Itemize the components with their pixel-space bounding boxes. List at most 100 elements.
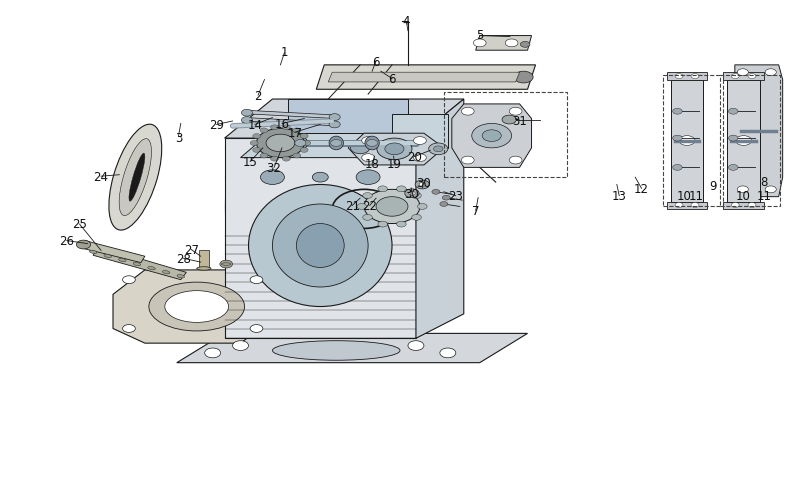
Text: 6: 6 (372, 56, 380, 69)
Circle shape (731, 74, 739, 79)
Circle shape (260, 153, 268, 158)
Circle shape (679, 136, 695, 145)
Text: 16: 16 (274, 118, 290, 131)
Circle shape (242, 109, 253, 116)
Ellipse shape (149, 282, 245, 331)
Circle shape (432, 190, 440, 194)
Circle shape (514, 71, 533, 83)
Text: 8: 8 (761, 175, 768, 189)
Text: 32: 32 (266, 162, 282, 175)
Polygon shape (93, 246, 186, 280)
Text: RPART: RPART (288, 214, 368, 234)
Bar (444, 92, 567, 177)
Text: 19: 19 (387, 159, 402, 171)
Polygon shape (316, 65, 535, 89)
Circle shape (675, 202, 683, 207)
Text: 21: 21 (345, 200, 360, 213)
Text: 30: 30 (417, 176, 431, 190)
Circle shape (462, 108, 474, 115)
Ellipse shape (165, 291, 229, 323)
Circle shape (364, 190, 420, 223)
Circle shape (366, 139, 378, 146)
Circle shape (405, 189, 419, 198)
Polygon shape (177, 333, 527, 363)
Text: 17: 17 (287, 127, 302, 140)
Polygon shape (225, 99, 464, 138)
Circle shape (408, 341, 424, 351)
Polygon shape (113, 270, 273, 343)
Circle shape (385, 143, 404, 155)
Ellipse shape (90, 250, 97, 253)
Bar (663, 75, 723, 206)
Circle shape (412, 215, 422, 220)
Polygon shape (348, 133, 444, 165)
Circle shape (250, 325, 263, 332)
Polygon shape (671, 80, 703, 202)
Text: 14: 14 (247, 119, 262, 133)
Circle shape (397, 221, 406, 227)
Circle shape (419, 183, 426, 187)
Circle shape (270, 125, 278, 130)
Circle shape (205, 348, 221, 358)
Circle shape (482, 130, 502, 141)
Polygon shape (328, 72, 519, 82)
Circle shape (414, 136, 426, 144)
Circle shape (261, 170, 285, 185)
Circle shape (675, 74, 683, 79)
Polygon shape (723, 72, 764, 80)
Circle shape (329, 114, 340, 120)
Text: 9: 9 (709, 180, 716, 193)
Circle shape (506, 39, 518, 47)
Text: 24: 24 (94, 171, 109, 184)
Ellipse shape (197, 267, 211, 270)
Polygon shape (199, 250, 209, 268)
Circle shape (122, 276, 135, 284)
Ellipse shape (162, 271, 170, 274)
Circle shape (397, 186, 406, 191)
Circle shape (330, 139, 342, 146)
Ellipse shape (329, 136, 343, 150)
Circle shape (362, 154, 374, 162)
Text: 20: 20 (407, 151, 422, 164)
Text: 29: 29 (209, 119, 224, 133)
Text: 28: 28 (176, 253, 190, 266)
Circle shape (731, 202, 739, 207)
Ellipse shape (109, 124, 162, 230)
Polygon shape (416, 99, 464, 338)
Circle shape (250, 276, 263, 284)
Polygon shape (288, 99, 408, 133)
Circle shape (729, 164, 738, 170)
Circle shape (429, 143, 448, 155)
Text: 5: 5 (476, 29, 483, 42)
Text: 3: 3 (174, 132, 182, 144)
Circle shape (376, 197, 408, 216)
Circle shape (122, 325, 135, 332)
Text: 31: 31 (512, 114, 527, 128)
Ellipse shape (273, 204, 368, 287)
Polygon shape (81, 241, 145, 263)
Text: 13: 13 (612, 190, 626, 203)
Text: 15: 15 (242, 156, 258, 169)
Text: EM: EM (291, 178, 366, 220)
Polygon shape (452, 104, 531, 167)
Circle shape (412, 192, 422, 198)
Circle shape (242, 116, 253, 123)
Polygon shape (723, 202, 764, 209)
Text: 11: 11 (689, 190, 704, 203)
Circle shape (765, 69, 776, 76)
Circle shape (418, 203, 427, 209)
Circle shape (357, 203, 366, 209)
Text: 11: 11 (757, 190, 772, 203)
Circle shape (302, 140, 310, 145)
Circle shape (442, 195, 450, 200)
Bar (721, 75, 780, 206)
Circle shape (434, 146, 443, 152)
Circle shape (282, 125, 290, 130)
Circle shape (748, 74, 756, 79)
Circle shape (409, 191, 415, 195)
Text: 10: 10 (735, 190, 750, 203)
Circle shape (673, 109, 682, 114)
Text: 10: 10 (677, 190, 692, 203)
Polygon shape (225, 138, 416, 338)
Circle shape (415, 180, 430, 189)
